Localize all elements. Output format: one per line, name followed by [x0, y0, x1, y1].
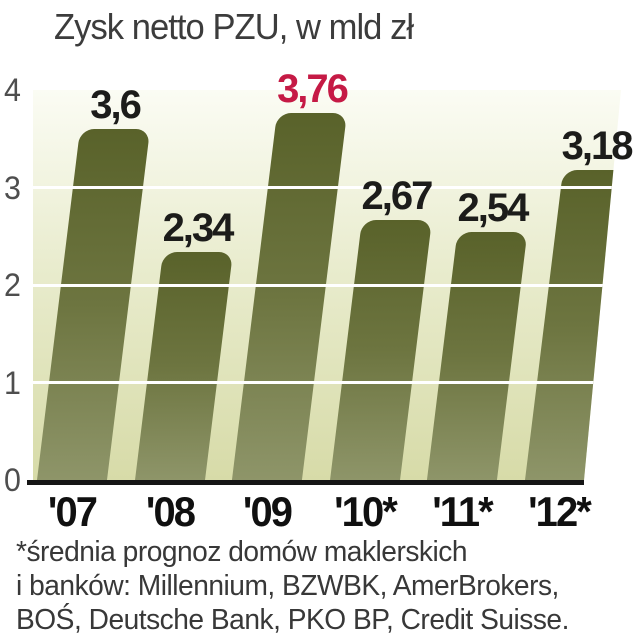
value-label-5: 3,18: [561, 123, 634, 168]
y-tick-1: 1: [4, 364, 21, 401]
value-label-2: 3,76: [277, 67, 349, 112]
value-label-3: 2,67: [361, 173, 434, 218]
plot-area: [33, 90, 621, 480]
chart-title: Zysk netto PZU, w mld zł: [54, 6, 414, 47]
value-label-0: 3,6: [90, 83, 142, 127]
value-label-1: 2,34: [162, 205, 235, 250]
footnote-line-2: i banków: Millennium, BZWBK, AmerBrokers…: [16, 570, 559, 602]
value-label-4: 2,54: [457, 186, 529, 231]
x-axis-line: [27, 480, 584, 485]
footnote: *średnia prognoz domów maklerskich i ban…: [16, 535, 617, 637]
x-label-5: '12*: [527, 488, 592, 535]
x-label-1: '08: [145, 488, 195, 535]
y-tick-2: 2: [4, 267, 21, 303]
x-label-0: '07: [47, 488, 98, 535]
x-label-2: '09: [242, 488, 293, 535]
y-tick-4: 4: [4, 72, 21, 108]
x-label-3: '10*: [333, 488, 398, 535]
footnote-line-3: BOŚ, Deutsche Bank, PKO BP, Credit Suiss…: [16, 604, 569, 636]
gridline-1: [33, 381, 621, 384]
gridline-2: [33, 283, 621, 287]
y-tick-0: 0: [4, 462, 21, 498]
y-tick-3: 3: [4, 169, 21, 206]
gridline-3: [33, 186, 621, 189]
x-label-4: '11*: [432, 488, 493, 535]
footnote-line-1: *średnia prognoz domów maklerskich: [16, 536, 468, 568]
